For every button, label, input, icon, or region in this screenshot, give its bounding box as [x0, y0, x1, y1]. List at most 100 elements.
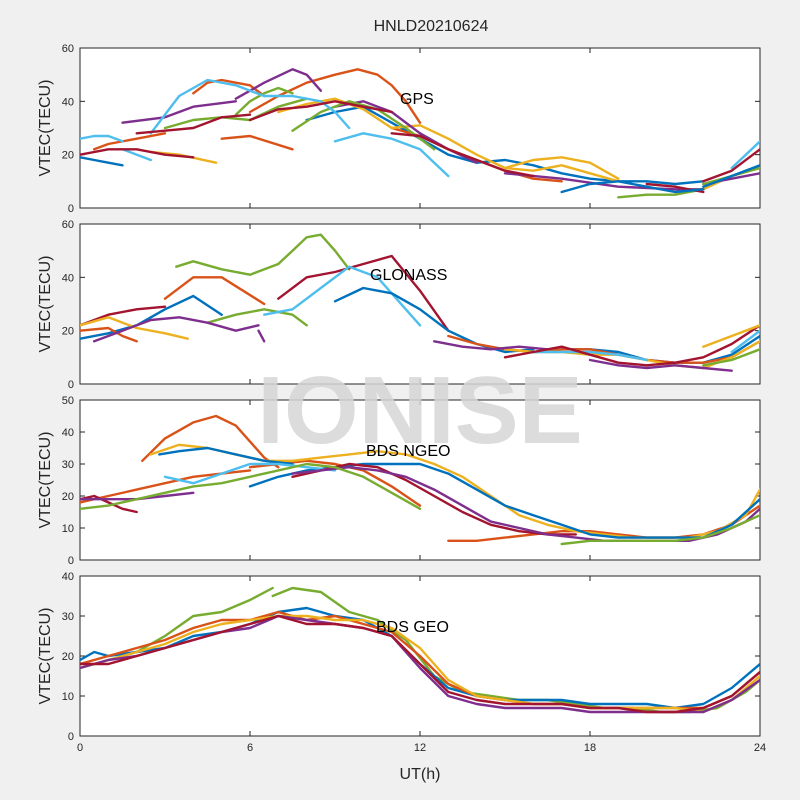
series-line-0-1: [163, 97, 308, 130]
series-line-0-25: [263, 94, 351, 130]
x-axis-label: UT(h): [400, 766, 441, 783]
series-line-0-28: [80, 148, 195, 159]
y-tick-label: 0: [68, 731, 74, 743]
series-line-1-15: [433, 340, 549, 351]
panel-annotation: BDS GEO: [376, 619, 449, 636]
series-line-1-19: [730, 329, 760, 354]
series-line-0-23: [121, 148, 152, 162]
series-line-1-14: [257, 329, 266, 343]
series-line-0-35: [560, 180, 705, 194]
y-axis-label: VTEC(TECU): [37, 80, 54, 177]
series-line-0-27: [730, 140, 760, 170]
series-line-0-26: [333, 132, 450, 178]
series-line-0-11: [503, 156, 620, 180]
x-tick-label: 12: [414, 742, 426, 754]
series-line-1-6: [333, 286, 535, 354]
series-line-0-3: [192, 78, 266, 98]
x-tick-label: 0: [77, 742, 83, 754]
series-line-2-12: [80, 462, 422, 510]
y-tick-label: 20: [62, 491, 74, 503]
y-tick-label: 10: [62, 523, 74, 535]
series-line-0-31: [390, 132, 535, 178]
chart-title: HNLD20210624: [374, 18, 489, 35]
series-line-0-29: [135, 113, 252, 135]
watermark: IONISE: [257, 357, 582, 464]
y-tick-label: 0: [68, 379, 74, 391]
series-line-3-6: [80, 614, 760, 714]
y-axis-label: VTEC(TECU): [37, 432, 54, 529]
y-tick-label: 60: [62, 43, 74, 55]
panel-annotation: BDS NGEO: [366, 443, 450, 460]
series-line-2-7: [163, 462, 337, 485]
y-tick-label: 40: [62, 96, 74, 108]
x-tick-label: 18: [584, 742, 596, 754]
series-line-2-8: [80, 494, 138, 514]
series-line-0-5: [220, 134, 294, 151]
series-line-1-18: [532, 350, 648, 362]
series-line-0-20: [617, 188, 705, 199]
y-tick-label: 40: [62, 427, 74, 439]
series-line-1-9: [80, 326, 138, 343]
y-tick-label: 20: [62, 326, 74, 338]
y-tick-label: 60: [62, 219, 74, 231]
series-line-1-5: [80, 294, 223, 340]
series-line-1-8: [163, 276, 266, 306]
series-line-1-13: [93, 316, 260, 343]
series-line-0-14: [234, 68, 322, 100]
series-group-3: [80, 586, 760, 714]
series-line-1-11: [80, 316, 189, 340]
series-line-0-2: [305, 105, 705, 186]
x-tick-label: 24: [754, 742, 766, 754]
y-axis-label: VTEC(TECU): [37, 608, 54, 705]
series-line-1-20: [503, 324, 760, 367]
series-line-3-4: [80, 614, 760, 714]
y-tick-label: 10: [62, 691, 74, 703]
subplots: 0204060GPSVTEC(TECU)0204060GLONASSVTEC(T…: [37, 43, 766, 754]
series-line-0-0: [80, 156, 124, 167]
series-line-0-30: [248, 100, 393, 122]
series-line-0-34: [702, 164, 760, 188]
y-axis-label: VTEC(TECU): [37, 256, 54, 353]
y-tick-label: 40: [62, 272, 74, 284]
series-line-0-24: [149, 78, 266, 135]
y-tick-label: 30: [62, 611, 74, 623]
series-group-2: [80, 414, 760, 546]
panel-annotation: GPS: [400, 91, 434, 108]
series-line-0-13: [121, 100, 237, 124]
series-line-2-5: [158, 446, 294, 466]
series-line-1-4: [263, 265, 422, 327]
series-line-1-17: [702, 348, 760, 367]
y-tick-label: 0: [68, 555, 74, 567]
series-line-0-22: [80, 134, 124, 143]
series-line-1-1: [206, 308, 308, 327]
series-line-1-21: [702, 324, 760, 348]
series-line-2-13: [560, 514, 760, 546]
y-tick-label: 50: [62, 395, 74, 407]
series-line-1-3: [80, 305, 167, 327]
series-line-0-19: [291, 100, 436, 151]
subplot-1: 0 20 40 60 GLONASS VTEC(TECU): [37, 219, 761, 391]
series-line-0-18: [234, 86, 294, 116]
series-line-2-0: [141, 414, 280, 469]
y-tick-label: 0: [68, 203, 74, 215]
series-line-0-33: [702, 148, 760, 183]
subplot-0: 0 20 40 60 GPS VTEC(TECU): [37, 43, 761, 215]
x-tick-label: 6: [247, 742, 253, 754]
series-line-1-2: [277, 254, 450, 332]
y-tick-label: 30: [62, 459, 74, 471]
series-group-0: [80, 68, 760, 199]
y-tick-label: 40: [62, 571, 74, 583]
y-tick-label: 20: [62, 651, 74, 663]
axes-box-2: [79, 399, 761, 561]
subplot-2: 0 10 20 30 40 50 BDS NGEO VTEC(TECU): [37, 395, 761, 567]
subplot-3: 0 10 20 30 40 0 6 12 18 24 BDS GEO VTEC(TECU): [37, 571, 766, 754]
series-line-1-0: [175, 233, 351, 276]
series-line-2-9: [291, 462, 577, 536]
y-tick-label: 20: [62, 150, 74, 162]
series-group-1: [80, 233, 760, 372]
axes-box-1: [79, 223, 761, 385]
series-line-1-16: [588, 358, 733, 372]
panel-annotation: GLONASS: [370, 267, 447, 284]
